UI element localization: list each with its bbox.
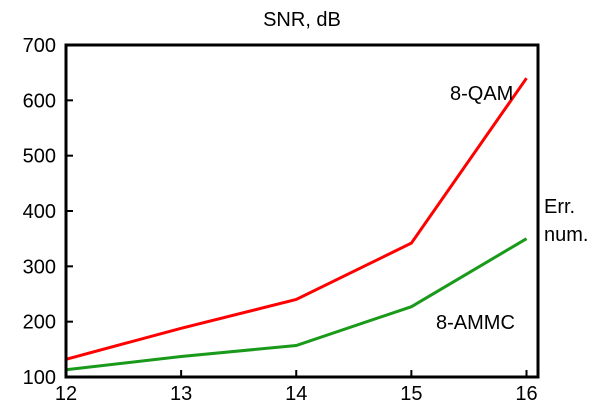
y-axis-label-line-1: Err. bbox=[544, 196, 575, 218]
y-tick-label: 700 bbox=[23, 35, 56, 57]
y-tick-label: 500 bbox=[23, 146, 56, 168]
series-line-8-qam bbox=[65, 77, 528, 361]
series-label-8-ammc: 8-AMMC bbox=[436, 312, 515, 334]
x-tick-label: 15 bbox=[400, 383, 422, 405]
y-tick-label: 400 bbox=[23, 201, 56, 223]
x-tick-label: 12 bbox=[55, 383, 77, 405]
series-line-8-ammc bbox=[65, 237, 528, 372]
x-tick-label: 14 bbox=[285, 383, 307, 405]
y-tick-label: 300 bbox=[23, 256, 56, 278]
y-axis-ticks: 100 200 300 400 500 600 700 bbox=[23, 35, 73, 389]
x-tick-label: 16 bbox=[515, 383, 537, 405]
series-layer bbox=[65, 77, 528, 372]
y-axis-label-line-2: num. bbox=[544, 224, 588, 246]
x-axis-ticks: 12 13 14 15 16 bbox=[55, 370, 538, 405]
series-label-8-qam: 8-QAM bbox=[450, 83, 513, 105]
x-tick-label: 13 bbox=[170, 383, 192, 405]
y-tick-label: 100 bbox=[23, 367, 56, 389]
chart-title: SNR, dB bbox=[263, 9, 341, 31]
y-tick-label: 600 bbox=[23, 90, 56, 112]
y-tick-label: 200 bbox=[23, 312, 56, 334]
